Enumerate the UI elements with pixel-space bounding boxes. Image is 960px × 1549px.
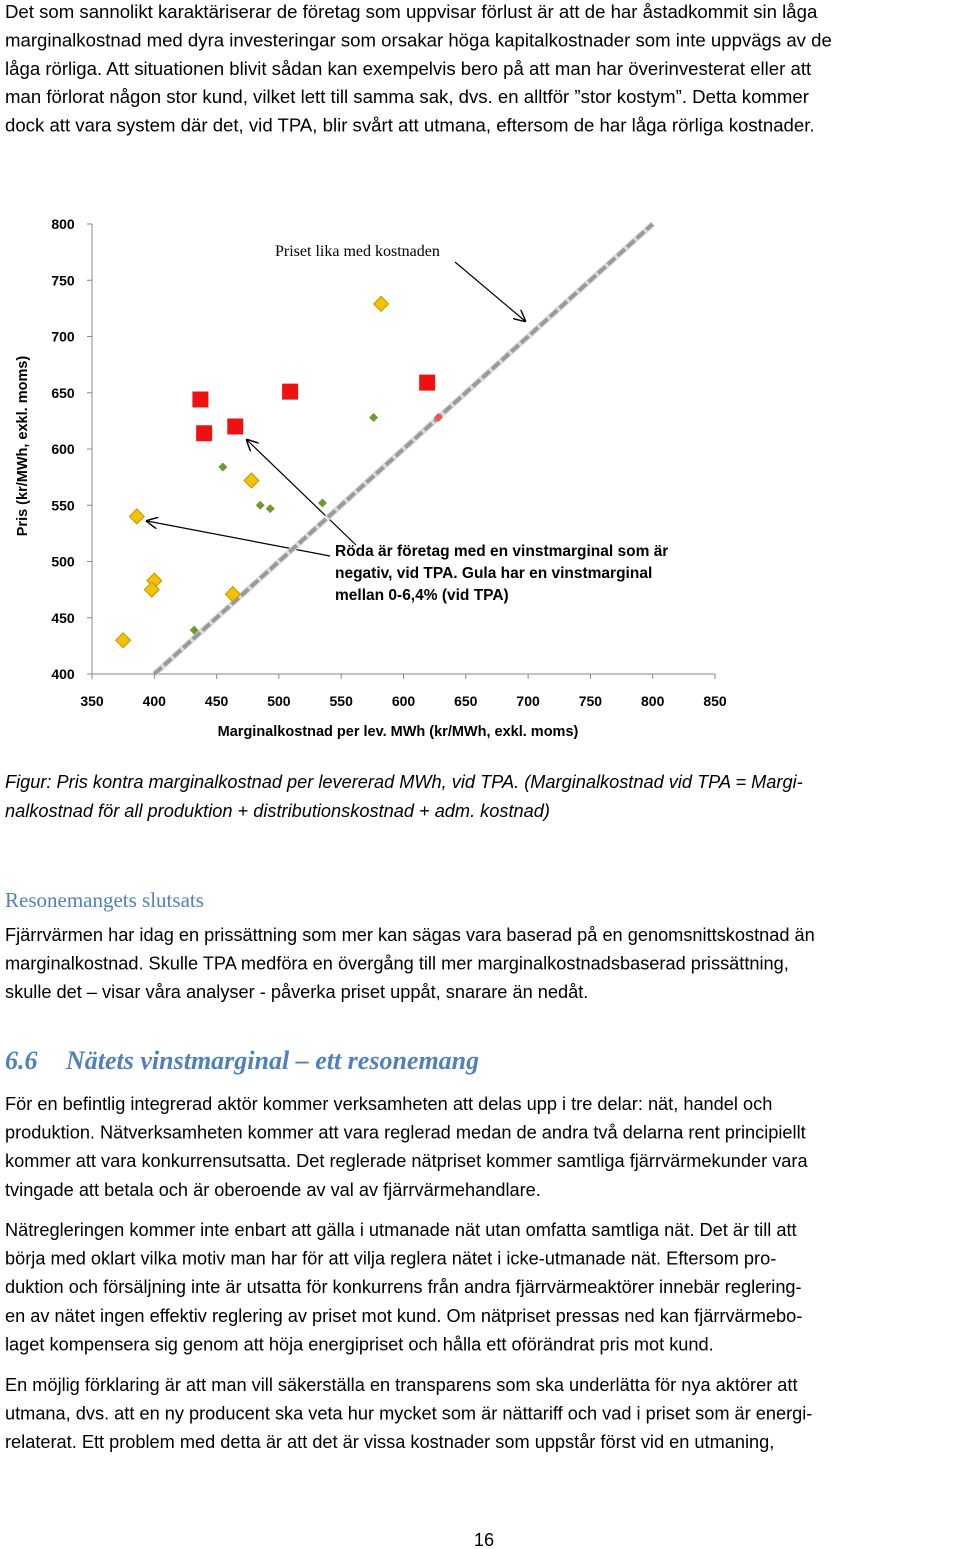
paragraph-line: utmana, dvs. att en ny producent ska vet… bbox=[5, 1404, 812, 1424]
x-tick-label: 400 bbox=[143, 693, 167, 709]
paragraph-line: låga rörliga. Att situationen blivit såd… bbox=[5, 58, 812, 79]
y-tick-label: 650 bbox=[51, 385, 75, 401]
paragraph-line: En möjlig förklaring är att man vill säk… bbox=[5, 1375, 798, 1395]
paragraph-line: skulle det – visar våra analyser - påver… bbox=[5, 982, 588, 1002]
point bbox=[196, 425, 213, 442]
paragraph-line: marginalkostnad med dyra investeringar s… bbox=[5, 29, 832, 50]
x-tick-label: 850 bbox=[703, 693, 727, 709]
paragraph-line: kommer att vara konkurrensutsatta. Det r… bbox=[5, 1151, 808, 1171]
y-tick-label: 550 bbox=[51, 497, 75, 513]
paragraph-line: laget kompensera sig genom att höja ener… bbox=[5, 1334, 714, 1354]
x-tick-label: 750 bbox=[579, 693, 603, 709]
chart-arrows bbox=[147, 261, 525, 557]
paragraph-line: man förlorat någon stor kund, vilket let… bbox=[5, 86, 809, 107]
caption-line: nalkostnad för all produktion + distribu… bbox=[5, 801, 550, 821]
y-tick-label: 400 bbox=[51, 666, 75, 682]
point bbox=[282, 383, 299, 400]
arrow bbox=[147, 521, 331, 557]
paragraph-line: duktion och försäljning inte är utsatta … bbox=[5, 1277, 802, 1297]
paragraph-line: Nätregleringen kommer inte enbart att gä… bbox=[5, 1220, 797, 1240]
paragraph-line: Fjärrvärmen har idag en prissättning som… bbox=[5, 925, 815, 945]
paragraph-line: Det som sannolikt karaktäriserar de före… bbox=[5, 1, 818, 22]
arrow bbox=[247, 440, 357, 546]
x-tick-label: 600 bbox=[392, 693, 416, 709]
annotation: negativ, vid TPA. Gula har en vinstmargi… bbox=[335, 565, 652, 582]
annotation: Röda är företag med en vinstmarginal som… bbox=[335, 543, 668, 560]
point bbox=[189, 625, 199, 635]
point bbox=[372, 295, 390, 313]
point bbox=[224, 585, 242, 603]
point bbox=[218, 462, 228, 472]
arrow bbox=[454, 261, 525, 321]
paragraph-line: dock att vara system där det, vid TPA, b… bbox=[5, 115, 815, 136]
section-number: 6.6 bbox=[5, 1046, 38, 1075]
equal-line bbox=[152, 222, 655, 676]
paragraph-line: produktion. Nätverksamheten kommer att v… bbox=[5, 1123, 806, 1143]
point bbox=[419, 374, 436, 391]
point bbox=[227, 418, 244, 435]
x-tick-label: 550 bbox=[330, 693, 354, 709]
paragraph-line: tvingade att betala och är oberoende av … bbox=[5, 1180, 541, 1200]
y-tick-label: 500 bbox=[51, 554, 75, 570]
paragraph-line: För en befintlig integrerad aktör kommer… bbox=[5, 1094, 772, 1114]
point bbox=[143, 581, 161, 598]
paragraph-line: en av nätet ingen effektiv reglering av … bbox=[5, 1306, 802, 1326]
paragraph-line: relaterat. Ett problem med detta är att … bbox=[5, 1432, 774, 1452]
x-tick-label: 350 bbox=[80, 693, 104, 709]
paragraph-line: marginalkostnad. Skulle TPA medföra en ö… bbox=[5, 954, 789, 974]
x-tick-label: 700 bbox=[516, 693, 540, 709]
y-tick-label: 750 bbox=[51, 272, 75, 288]
annotation: mellan 0-6,4% (vid TPA) bbox=[335, 587, 509, 604]
x-tick-label: 450 bbox=[205, 693, 229, 709]
page-number: 16 bbox=[474, 1530, 494, 1549]
point bbox=[192, 391, 209, 408]
point bbox=[265, 504, 275, 514]
annotation: Priset lika med kostnaden bbox=[275, 243, 440, 260]
y-axis-label: Pris (kr/MWh, exkl. moms) bbox=[15, 356, 31, 537]
point bbox=[369, 413, 379, 422]
point bbox=[255, 500, 265, 510]
point bbox=[433, 413, 443, 422]
point bbox=[128, 508, 146, 525]
x-tick-label: 800 bbox=[641, 693, 665, 709]
caption-line: Figur: Pris kontra marginalkostnad per l… bbox=[5, 772, 803, 792]
x-tick-label: 650 bbox=[454, 693, 478, 709]
section-title: Nätets vinstmarginal – ett resonemang bbox=[65, 1046, 479, 1075]
subheading: Resonemangets slutsats bbox=[5, 888, 204, 912]
y-tick-label: 450 bbox=[51, 610, 75, 626]
y-tick-label: 600 bbox=[51, 441, 75, 457]
point bbox=[114, 632, 132, 649]
paragraph-line: börja med oklart vilka motiv man har för… bbox=[5, 1249, 776, 1269]
y-tick-label: 800 bbox=[51, 216, 75, 232]
x-axis-label: Marginalkostnad per lev. MWh (kr/MWh, ex… bbox=[218, 724, 579, 740]
point bbox=[243, 472, 260, 489]
point bbox=[318, 498, 328, 508]
x-tick-label: 500 bbox=[267, 693, 291, 709]
y-tick-label: 700 bbox=[51, 329, 75, 345]
